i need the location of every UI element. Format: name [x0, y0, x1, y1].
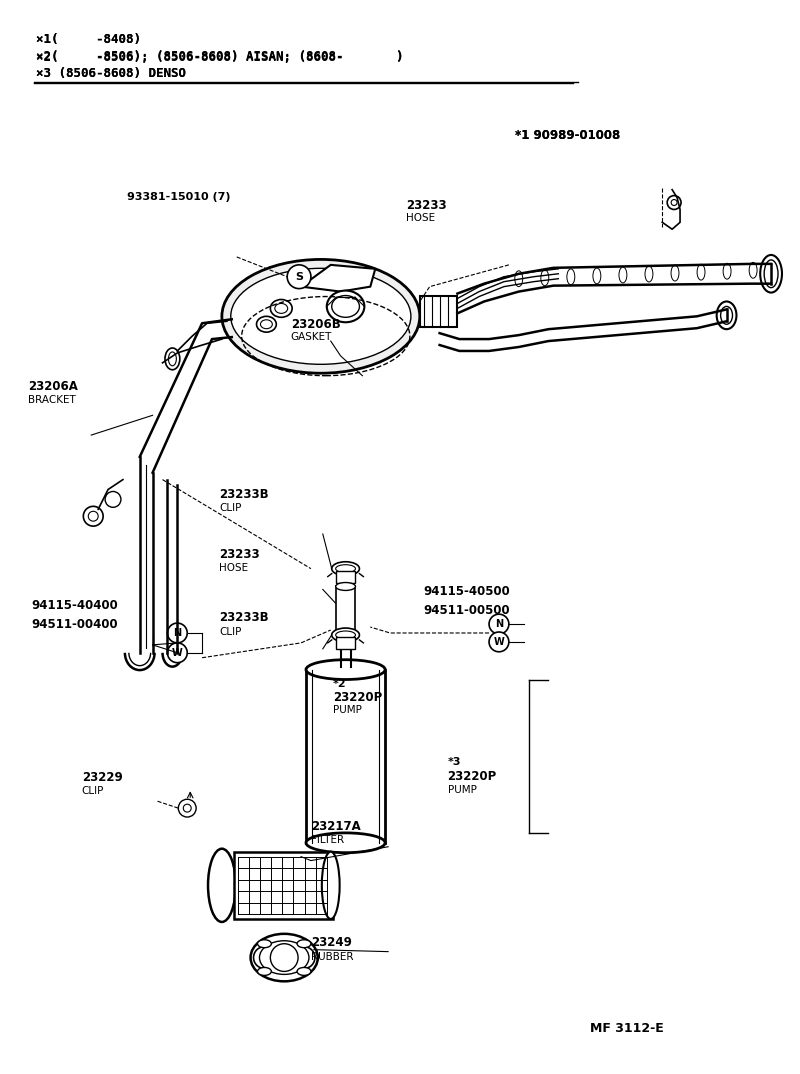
Ellipse shape — [723, 263, 731, 279]
Ellipse shape — [717, 302, 737, 330]
Text: HOSE: HOSE — [219, 563, 249, 572]
Ellipse shape — [259, 941, 309, 974]
Text: ×3 (8506-8608) DENSO: ×3 (8506-8608) DENSO — [36, 67, 186, 81]
Ellipse shape — [208, 848, 236, 921]
Circle shape — [178, 799, 196, 817]
Text: 94115-40500: 94115-40500 — [424, 584, 510, 598]
Ellipse shape — [306, 832, 385, 853]
Ellipse shape — [297, 940, 311, 947]
Text: ×1(     -8408): ×1( -8408) — [36, 33, 141, 46]
Circle shape — [167, 623, 187, 643]
Text: CLIP: CLIP — [219, 626, 242, 637]
Ellipse shape — [250, 933, 318, 982]
Circle shape — [270, 944, 298, 971]
Ellipse shape — [541, 270, 549, 286]
Text: 23249: 23249 — [311, 937, 352, 949]
Ellipse shape — [697, 264, 705, 280]
Text: HOSE: HOSE — [406, 213, 435, 223]
Text: PUMP: PUMP — [447, 785, 476, 795]
Ellipse shape — [275, 304, 288, 314]
Text: CLIP: CLIP — [82, 786, 104, 796]
Circle shape — [671, 200, 677, 205]
Ellipse shape — [619, 267, 627, 282]
Ellipse shape — [270, 300, 292, 317]
Polygon shape — [301, 265, 375, 291]
Text: 94115-40400: 94115-40400 — [32, 598, 118, 611]
Bar — [234, 852, 333, 919]
Text: ×2(     -8506); (8506-8608) AISAN; (8608-       ): ×2( -8506); (8506-8608) AISAN; (8608- ) — [36, 50, 403, 63]
Circle shape — [183, 804, 191, 812]
Text: *1 90989-01008: *1 90989-01008 — [514, 129, 620, 142]
Text: N: N — [174, 628, 182, 638]
Ellipse shape — [165, 348, 180, 369]
Ellipse shape — [322, 852, 340, 919]
Circle shape — [489, 614, 509, 634]
Text: S: S — [295, 272, 303, 281]
Ellipse shape — [297, 968, 311, 975]
Circle shape — [83, 506, 103, 526]
Ellipse shape — [671, 265, 679, 281]
Circle shape — [105, 492, 121, 507]
Text: BRACKET: BRACKET — [28, 395, 76, 405]
Text: 23233: 23233 — [406, 199, 447, 212]
Text: W: W — [172, 648, 182, 657]
Ellipse shape — [332, 562, 359, 576]
Ellipse shape — [645, 266, 653, 282]
Ellipse shape — [222, 260, 420, 374]
Circle shape — [287, 265, 311, 289]
Ellipse shape — [336, 629, 355, 637]
Text: MF 3112-E: MF 3112-E — [590, 1021, 664, 1034]
Text: 23233: 23233 — [219, 548, 260, 561]
Text: 23220P: 23220P — [447, 770, 497, 783]
Text: 23229: 23229 — [82, 771, 122, 784]
Text: *3: *3 — [447, 757, 461, 767]
Ellipse shape — [514, 271, 522, 287]
Ellipse shape — [257, 317, 276, 332]
Ellipse shape — [336, 582, 355, 591]
Ellipse shape — [347, 665, 354, 669]
Text: 94511-00500: 94511-00500 — [424, 604, 510, 616]
Ellipse shape — [258, 940, 271, 947]
Text: 93381-15010 (7): 93381-15010 (7) — [127, 192, 230, 202]
Ellipse shape — [760, 255, 782, 292]
Ellipse shape — [230, 268, 411, 364]
Text: GASKET: GASKET — [290, 332, 332, 343]
Text: 23220P: 23220P — [333, 691, 382, 703]
Text: N: N — [495, 619, 503, 629]
Text: 23206A: 23206A — [28, 379, 78, 393]
Text: W: W — [494, 637, 504, 647]
Text: *1 90989-01008: *1 90989-01008 — [514, 129, 620, 142]
Text: RUBBER: RUBBER — [311, 952, 354, 962]
Text: ×3 (8506-8608) DENSO: ×3 (8506-8608) DENSO — [36, 68, 186, 81]
Bar — [336, 637, 355, 649]
Text: 23233B: 23233B — [219, 488, 269, 500]
Ellipse shape — [593, 268, 601, 284]
Ellipse shape — [338, 665, 343, 669]
Ellipse shape — [749, 262, 757, 278]
Bar — [306, 669, 385, 843]
Text: FILTER: FILTER — [311, 834, 345, 845]
Text: ×2(     -8506); (8506-8608) AISAN; (8608-       ): ×2( -8506); (8506-8608) AISAN; (8608- ) — [36, 50, 403, 63]
Circle shape — [167, 643, 187, 663]
Text: 23233B: 23233B — [219, 611, 269, 624]
Circle shape — [489, 632, 509, 652]
Ellipse shape — [261, 320, 272, 329]
Ellipse shape — [258, 968, 271, 975]
Ellipse shape — [332, 628, 359, 642]
Circle shape — [667, 195, 681, 209]
Bar — [420, 295, 458, 328]
Bar — [336, 586, 355, 633]
Text: *2: *2 — [333, 679, 346, 688]
Text: CLIP: CLIP — [219, 504, 242, 513]
Ellipse shape — [306, 659, 385, 680]
Text: 94511-00400: 94511-00400 — [32, 618, 118, 630]
Ellipse shape — [567, 268, 574, 285]
Text: 23217A: 23217A — [311, 819, 361, 832]
Bar — [336, 570, 355, 582]
Ellipse shape — [326, 291, 364, 322]
Text: PUMP: PUMP — [333, 706, 362, 715]
Text: ×1(     -8408): ×1( -8408) — [36, 32, 141, 46]
Text: 23206B: 23206B — [290, 318, 341, 331]
